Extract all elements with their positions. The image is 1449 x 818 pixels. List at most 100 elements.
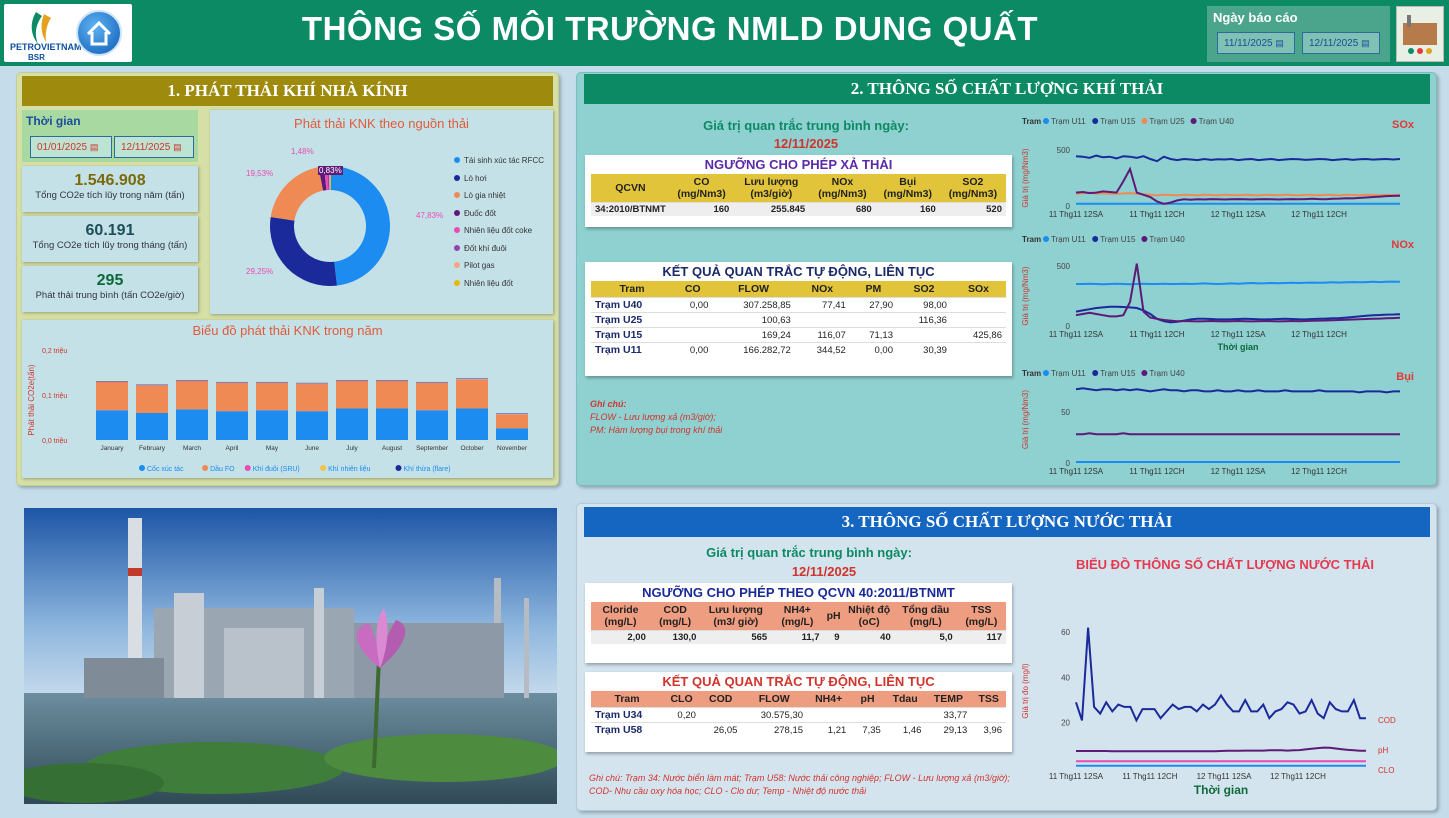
table-row: 34:2010/BTNMT 160 255.845 680 160 520 [591, 202, 1006, 216]
bar-segment[interactable] [296, 384, 328, 412]
bar-segment[interactable] [256, 410, 288, 440]
ghg-date-from-input[interactable]: 01/01/2025 ▤ [30, 136, 112, 158]
col-header[interactable]: NH4+ [807, 691, 851, 708]
legend-label[interactable]: Trạm U40 [1149, 369, 1185, 378]
donut-slice[interactable] [330, 166, 391, 286]
report-date-from-input[interactable]: 11/11/2025 ▤ [1217, 32, 1295, 54]
bar-segment[interactable] [296, 411, 328, 440]
table-cell [794, 312, 850, 328]
legend-label[interactable]: Khí thừa (flare) [404, 466, 451, 473]
bar-segment[interactable] [216, 383, 248, 412]
donut-slice[interactable] [270, 216, 337, 286]
col-header[interactable]: pH [823, 602, 844, 631]
col-header[interactable]: Tdau [884, 691, 926, 708]
table-row: 2,00 130,0 565 11,7 9 40 5,0 117 [591, 630, 1006, 644]
bar-segment[interactable] [416, 410, 448, 440]
bar-segment[interactable] [376, 381, 408, 409]
series-line[interactable] [1076, 746, 1366, 753]
bar-segment[interactable] [496, 414, 528, 429]
legend-label[interactable]: Trạm U40 [1149, 235, 1185, 244]
y-tick-label: 20 [1061, 719, 1070, 728]
bar-segment[interactable] [336, 408, 368, 441]
col-header[interactable]: PM [849, 281, 897, 298]
col-header[interactable]: SOx [950, 281, 1006, 298]
legend-item[interactable]: Đốt khí đuôi [454, 244, 544, 253]
col-header[interactable]: TSS (mg/L) [956, 602, 1006, 631]
legend-label[interactable]: Trạm U25 [1149, 117, 1185, 126]
col-header[interactable]: COD [699, 691, 742, 708]
bar-segment[interactable] [496, 428, 528, 440]
series-line[interactable] [1075, 191, 1401, 197]
series-line[interactable] [1075, 305, 1401, 324]
bar-segment[interactable] [416, 383, 448, 411]
bar-segment[interactable] [456, 408, 488, 441]
legend-item[interactable]: Đuốc đốt [454, 209, 544, 218]
col-header[interactable]: TSS [971, 691, 1006, 708]
bar-segment[interactable] [176, 409, 208, 440]
ghg-date-to-input[interactable]: 12/11/2025 ▤ [114, 136, 194, 158]
legend-label[interactable]: Khí nhiên liệu [328, 466, 371, 473]
legend-label[interactable]: Trạm U15 [1100, 235, 1136, 244]
legend-label[interactable]: Cốc xúc tác [147, 464, 184, 473]
series-line[interactable] [1076, 280, 1401, 286]
legend-item[interactable]: Nhiên liệu đốt coke [454, 226, 544, 235]
legend-label[interactable]: Trạm U11 [1051, 369, 1086, 378]
legend-label[interactable]: Trạm U15 [1100, 369, 1136, 378]
series-line[interactable] [1075, 263, 1401, 323]
col-header[interactable]: NOx [794, 281, 850, 298]
calendar-icon: ▤ [1361, 38, 1370, 48]
table-cell: 9 [823, 630, 844, 644]
col-header[interactable]: FLOW [741, 691, 808, 708]
series-line[interactable] [1076, 432, 1400, 436]
bar-segment[interactable] [376, 408, 408, 441]
legend-label[interactable]: Khí đuôi (SRU) [253, 466, 300, 473]
chart-title: SOx [1392, 119, 1415, 131]
bar-segment[interactable] [456, 379, 488, 409]
bar-segment[interactable] [256, 383, 288, 411]
col-header[interactable]: pH [850, 691, 885, 708]
col-header[interactable]: CLO [663, 691, 700, 708]
col-header[interactable]: CO [673, 281, 713, 298]
col-header[interactable]: Tram [591, 281, 674, 298]
bar-segment[interactable] [336, 381, 368, 409]
donut-slice[interactable] [270, 167, 324, 221]
col-header[interactable]: COD (mg/L) [649, 602, 701, 631]
bar-segment[interactable] [136, 413, 168, 440]
legend-item[interactable]: Nhiên liệu đốt [454, 279, 544, 288]
bar-segment[interactable] [136, 386, 168, 413]
legend-label[interactable]: Trạm U15 [1100, 117, 1136, 126]
bar-segment[interactable] [216, 411, 248, 440]
table-cell: 117 [956, 630, 1006, 644]
legend-item[interactable]: Tái sinh xúc tác RFCC [454, 156, 544, 165]
col-header[interactable]: Nhiệt độ (oC) [843, 602, 895, 631]
legend-swatch [244, 465, 251, 471]
bar-segment[interactable] [96, 382, 128, 411]
series-line[interactable] [1075, 627, 1366, 723]
series-line[interactable] [1075, 154, 1401, 163]
legend-item[interactable]: Lò gia nhiệt [454, 191, 544, 200]
legend-swatch [1043, 118, 1049, 124]
legend-label[interactable]: Trạm U11 [1051, 235, 1086, 244]
home-button[interactable] [76, 10, 122, 56]
legend-label[interactable]: Dầu FO [210, 464, 235, 473]
col-header[interactable]: Lưu lượng (m3/ giờ) [700, 602, 772, 631]
legend-item[interactable]: Pilot gas [454, 261, 544, 270]
col-header[interactable]: SO2 [896, 281, 951, 298]
col-header[interactable]: FLOW [712, 281, 795, 298]
legend-label[interactable]: Trạm U11 [1051, 117, 1086, 126]
water-line-chart: Giá trị đo (mg/l) 20 40 60 11 Thg11 12SA 11 T… [1021, 627, 1396, 797]
col-header[interactable]: TEMP [925, 691, 972, 708]
bar-segment[interactable] [96, 410, 128, 440]
report-date-to-input[interactable]: 12/11/2025 ▤ [1302, 32, 1380, 54]
bar-segment[interactable] [176, 381, 208, 410]
col-header[interactable]: Cloride (mg/L) [591, 602, 650, 631]
col-header[interactable]: Tổng dầu (mg/L) [894, 602, 957, 631]
series-line[interactable] [1075, 166, 1401, 205]
report-date-label: Ngày báo cáo [1213, 10, 1298, 25]
legend-item[interactable]: Lò hơi [454, 174, 544, 183]
series-line[interactable] [1075, 387, 1400, 394]
x-tick-label: 12 Thg11 12CH [1270, 772, 1326, 781]
col-header[interactable]: Tram [591, 691, 664, 708]
legend-label[interactable]: Trạm U40 [1199, 117, 1235, 126]
col-header[interactable]: NH4+ (mg/L) [771, 602, 824, 631]
